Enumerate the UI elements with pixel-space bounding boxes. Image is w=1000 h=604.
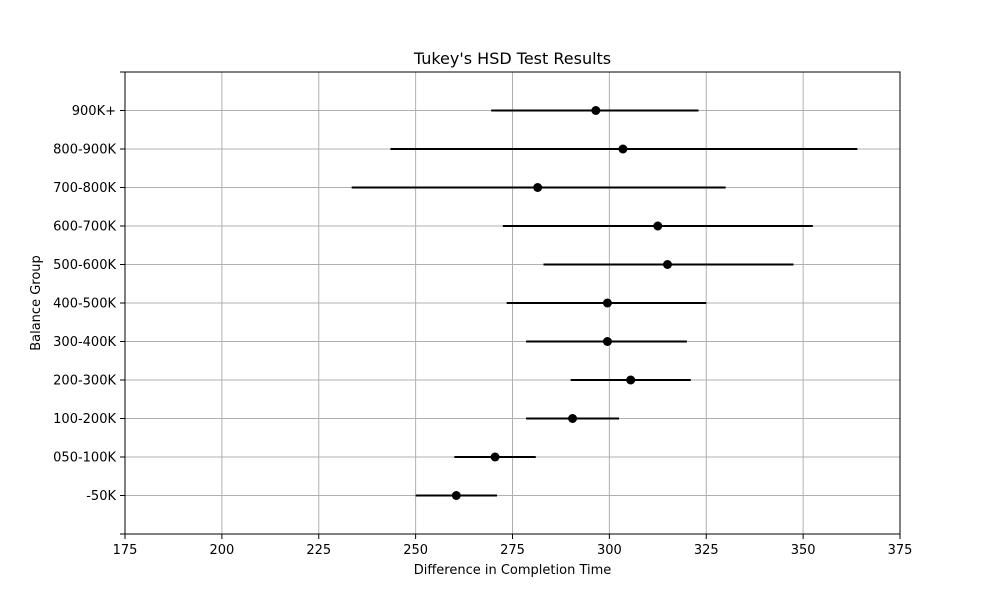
marks-layer xyxy=(351,106,858,500)
y-tick-label: 900K+ xyxy=(72,104,116,119)
x-tick-label: 375 xyxy=(888,543,913,558)
y-tick-label: 050-100K xyxy=(53,451,116,466)
y-axis-label: Balance Group xyxy=(29,255,44,351)
y-tick-label: 300-400K xyxy=(53,335,116,350)
y-tick-label: 500-600K xyxy=(53,258,116,273)
mean-point xyxy=(653,221,663,231)
x-tick-label: 175 xyxy=(113,543,138,558)
y-tick-label: 800-900K xyxy=(53,143,116,158)
x-tick-label: 350 xyxy=(791,543,816,558)
x-tick-label: 200 xyxy=(209,543,234,558)
chart-title: Tukey's HSD Test Results xyxy=(413,49,611,68)
x-tick-label: 225 xyxy=(306,543,331,558)
x-tick-label: 325 xyxy=(694,543,719,558)
x-tick-label: 300 xyxy=(597,543,622,558)
mean-point xyxy=(533,183,543,192)
y-tick-label: 100-200K xyxy=(53,412,116,427)
mean-point xyxy=(591,106,601,115)
mean-point xyxy=(602,337,612,346)
mean-point xyxy=(626,375,636,385)
mean-point xyxy=(663,260,672,269)
mean-point xyxy=(602,298,612,308)
y-tick-label: 700-800K xyxy=(53,181,116,196)
ticks-layer: 175 200 225 250 275 300 325 350 375 -50K 050-100K 1… xyxy=(53,71,913,558)
x-axis-label: Difference in Completion Time xyxy=(414,563,612,578)
x-tick-label: 250 xyxy=(403,543,428,558)
mean-point xyxy=(618,144,628,154)
y-tick-label: 200-300K xyxy=(53,374,116,389)
x-tick-label: 275 xyxy=(500,543,525,558)
y-tick-label: 600-700K xyxy=(53,220,116,235)
mean-point xyxy=(490,452,500,462)
y-tick-label: 400-500K xyxy=(53,297,116,312)
mean-point xyxy=(568,414,578,423)
mean-point xyxy=(451,491,461,500)
y-tick-label: -50K xyxy=(86,489,116,504)
